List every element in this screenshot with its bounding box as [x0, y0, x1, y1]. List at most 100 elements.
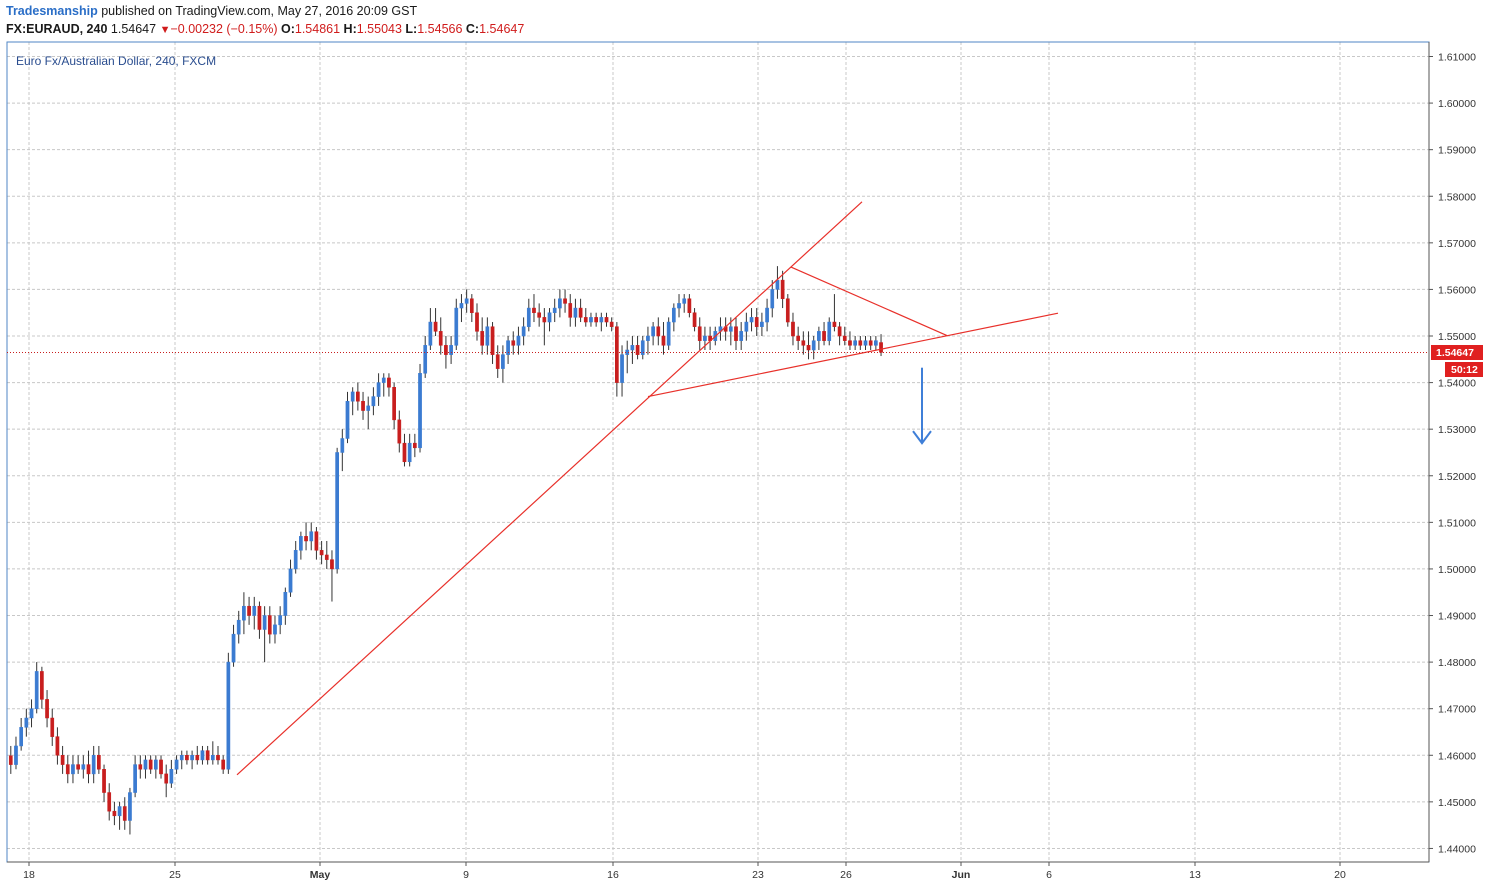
candle-body — [174, 759, 179, 770]
price-tag-value: 1.54647 — [1436, 347, 1474, 359]
candle — [723, 317, 728, 341]
candle-body — [620, 354, 624, 383]
drawing-tools[interactable] — [236, 201, 1059, 776]
candle — [50, 708, 55, 746]
candle-body — [133, 764, 137, 793]
candle — [267, 606, 272, 644]
candle-body — [666, 321, 671, 346]
candle-body — [640, 340, 645, 355]
candle — [179, 750, 184, 770]
candle — [765, 298, 769, 332]
candle — [14, 736, 18, 770]
candle — [433, 308, 438, 337]
candle — [288, 559, 293, 597]
candle-body — [874, 340, 878, 346]
candle-body — [547, 312, 552, 323]
candle — [273, 615, 277, 644]
price-tick-label: 1.44000 — [1438, 843, 1476, 855]
candle — [842, 326, 847, 346]
candle — [381, 373, 386, 397]
candle-body — [55, 736, 60, 756]
candle — [361, 391, 365, 420]
candle — [475, 303, 479, 341]
candle-body — [433, 321, 438, 332]
candle — [299, 531, 303, 560]
candle-body — [138, 764, 143, 770]
candle-body — [29, 708, 34, 719]
trendline[interactable] — [236, 201, 863, 776]
candle — [86, 750, 91, 784]
candle-body — [423, 345, 428, 374]
candle-body — [91, 755, 96, 775]
candle — [858, 336, 863, 350]
candle-body — [117, 806, 122, 817]
candle — [200, 745, 205, 765]
author-link[interactable]: Tradesmanship — [6, 4, 98, 18]
candle — [744, 312, 749, 341]
candle — [169, 759, 174, 788]
time-axis[interactable]: 18 25 May 9 16 23 26 Jun 6 13 20 — [23, 862, 1346, 881]
candle-body — [324, 554, 329, 560]
trendline[interactable] — [790, 266, 948, 337]
candle-body — [697, 326, 702, 341]
candle — [697, 317, 702, 350]
candle-body — [848, 340, 852, 346]
candle-body — [853, 340, 857, 346]
down-triangle-icon: ▼ — [159, 24, 171, 36]
price-axis[interactable]: 1.61000 1.60000 1.59000 1.58000 1.57000 1.560… — [1429, 52, 1476, 856]
candle — [174, 755, 179, 774]
time-tick-label: 6 — [1046, 869, 1052, 881]
candle — [356, 382, 360, 411]
candle — [485, 317, 490, 355]
close-value: 1.54647 — [479, 22, 525, 36]
candle-body — [760, 321, 764, 327]
candle-body — [143, 759, 148, 770]
open-label: O: — [280, 22, 295, 36]
candle-body — [583, 317, 588, 323]
candle — [133, 755, 137, 798]
trendline[interactable] — [647, 312, 1059, 398]
candle-body — [817, 331, 821, 341]
candle — [734, 317, 738, 350]
candle — [661, 322, 666, 355]
time-tick-label: 18 — [23, 869, 35, 881]
candle-body — [552, 307, 557, 313]
candle-body — [438, 331, 443, 346]
candle — [122, 797, 127, 830]
candle — [754, 308, 759, 337]
candle — [112, 801, 117, 826]
candle — [438, 317, 443, 355]
candle — [102, 764, 106, 802]
price-change: −0.00232 (−0.15%) — [170, 22, 278, 36]
candle-body — [485, 326, 490, 346]
candle — [210, 741, 215, 765]
candle-body — [842, 335, 847, 341]
symbol-interval[interactable]: FX:EURAUD, 240 — [6, 22, 108, 36]
arrow-head — [912, 430, 932, 445]
candle — [454, 298, 459, 350]
candle — [216, 745, 220, 765]
candle — [651, 322, 655, 346]
candle-body — [671, 307, 676, 323]
candle — [708, 326, 712, 350]
candle-body — [216, 755, 220, 761]
candle-body — [361, 400, 365, 411]
candle — [791, 312, 795, 346]
candle-body — [506, 340, 510, 355]
candle-body — [573, 307, 578, 318]
candle — [314, 527, 319, 560]
candle — [428, 308, 433, 350]
candle-body — [646, 335, 650, 341]
candle — [811, 336, 816, 360]
candle-body — [516, 335, 521, 346]
candle-body — [205, 750, 210, 761]
candle-body — [464, 298, 469, 304]
candle — [625, 340, 630, 374]
candle-body — [495, 354, 500, 369]
candle-body — [293, 550, 298, 570]
high-value: 1.55043 — [356, 22, 402, 36]
candle — [739, 322, 744, 350]
candle-body — [366, 405, 371, 411]
candle — [506, 336, 510, 364]
